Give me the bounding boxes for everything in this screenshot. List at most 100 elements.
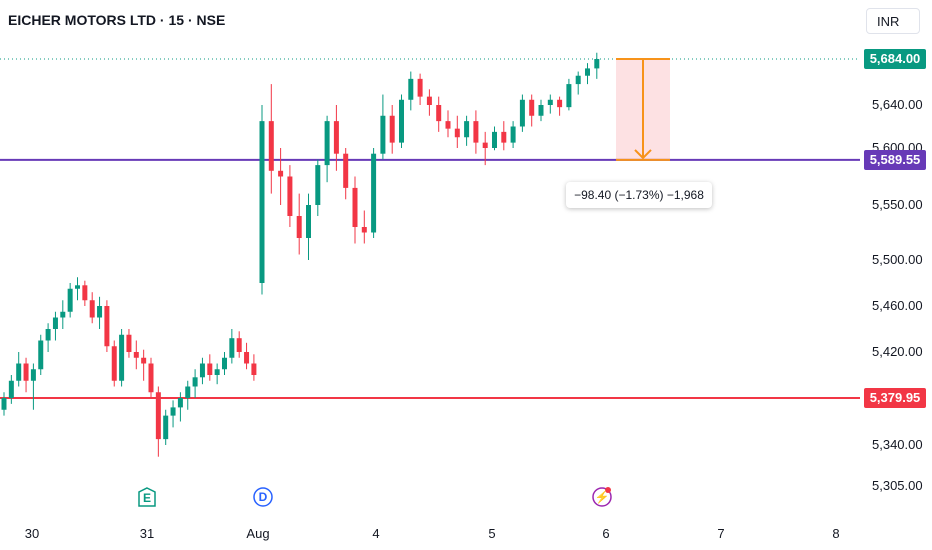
lightning-event-icon[interactable]: ⚡	[592, 487, 612, 507]
candle-body	[445, 121, 451, 129]
candle-body	[594, 59, 600, 69]
candle-body	[529, 99, 535, 116]
candle-body	[519, 99, 525, 127]
candle-body	[417, 78, 423, 97]
time-tick-label: 31	[139, 526, 155, 541]
candle-body	[229, 338, 235, 358]
candle-body	[575, 75, 581, 85]
price-tick-label: 5,420.00	[872, 344, 923, 359]
earnings-event-icon[interactable]: E	[137, 487, 157, 507]
candle-body	[214, 369, 220, 375]
candle-body	[343, 153, 349, 188]
purple-line-price-badge: 5,589.55	[864, 149, 926, 170]
candle-body	[67, 288, 73, 312]
candle-body	[352, 187, 358, 227]
time-tick-label: 5	[488, 526, 496, 541]
price-tick-label: 5,500.00	[872, 252, 923, 267]
measure-arrow-head	[634, 149, 652, 160]
candle-body	[464, 121, 470, 138]
candle-body	[16, 363, 22, 381]
candle-body	[82, 285, 88, 301]
candle-body	[89, 300, 95, 318]
lightning-event-label: ⚡	[594, 490, 610, 504]
red-line-price-badge: 5,379.95	[864, 388, 926, 409]
candle-body	[155, 392, 161, 440]
candle-body	[315, 165, 321, 205]
dividend-event-label: D	[258, 490, 268, 504]
candle-body	[119, 334, 125, 381]
candle-body	[148, 363, 154, 393]
price-tick-label: 5,305.00	[872, 478, 923, 493]
currency-button[interactable]: INR	[866, 8, 920, 34]
candle-body	[492, 131, 497, 148]
candle-body	[177, 398, 183, 408]
candle-body	[510, 126, 516, 143]
candle-body	[111, 346, 117, 381]
candle-body	[244, 352, 250, 364]
time-tick-label: 6	[602, 526, 610, 541]
candle-body	[45, 329, 51, 341]
candle-body	[278, 170, 284, 177]
candle-body	[454, 128, 460, 138]
candle-body	[126, 334, 132, 352]
candle-body	[185, 386, 191, 398]
candle-body	[389, 115, 395, 143]
candle-body	[192, 377, 198, 387]
candle-body	[380, 115, 386, 154]
candle-body	[97, 306, 103, 318]
candle-body	[361, 227, 367, 233]
time-tick-label: 4	[372, 526, 380, 541]
candle-body	[141, 357, 147, 364]
candle-body	[222, 357, 227, 370]
candle-body	[251, 363, 257, 375]
candle-body	[268, 121, 274, 171]
symbol-title[interactable]: EICHER MOTORS LTD · 15 · NSE	[8, 12, 226, 28]
candle-body	[296, 216, 302, 238]
candle-body	[333, 121, 339, 154]
time-tick-label: 30	[24, 526, 40, 541]
candle-body	[306, 205, 311, 238]
candle-body	[473, 121, 479, 143]
time-tick-label: 8	[832, 526, 840, 541]
candle-body	[163, 415, 169, 440]
dividend-event-icon[interactable]: D	[253, 487, 273, 507]
measure-tooltip: −98.40 (−1.73%) −1,968	[566, 182, 712, 208]
candle-body	[52, 317, 58, 329]
time-tick-label: Aug	[246, 526, 270, 541]
candle-body	[236, 338, 242, 352]
candle-body	[371, 153, 377, 233]
candle-body	[547, 99, 553, 105]
price-tick-label: 5,460.00	[872, 298, 923, 313]
earnings-event-label: E	[142, 491, 151, 505]
candle-body	[426, 96, 432, 105]
candle-body	[23, 363, 29, 381]
candle-body	[259, 121, 265, 283]
candle-body	[38, 340, 44, 370]
price-tick-label: 5,640.00	[872, 97, 923, 112]
candle-body	[566, 84, 572, 108]
candle-body	[287, 176, 293, 216]
candle-body	[399, 99, 404, 143]
candle-body	[75, 285, 80, 289]
candle-body	[60, 311, 66, 318]
candle-body	[207, 363, 213, 375]
candle-body	[8, 380, 14, 398]
candle-body	[501, 131, 507, 143]
candle-body	[30, 369, 36, 381]
candle-body	[1, 398, 7, 410]
candle-body	[170, 407, 176, 416]
candle-body	[585, 68, 590, 76]
candle-body	[436, 105, 442, 122]
last-price-badge: 5,684.00	[864, 49, 926, 69]
candle-body	[324, 121, 330, 166]
candle-body	[104, 306, 110, 347]
candle-body	[557, 99, 563, 108]
candle-body	[199, 363, 205, 378]
candle-body	[408, 78, 414, 100]
price-tick-label: 5,550.00	[872, 197, 923, 212]
candle-body	[482, 142, 488, 148]
candle-body	[133, 352, 139, 358]
candle-body	[538, 105, 544, 116]
price-tick-label: 5,340.00	[872, 437, 923, 452]
